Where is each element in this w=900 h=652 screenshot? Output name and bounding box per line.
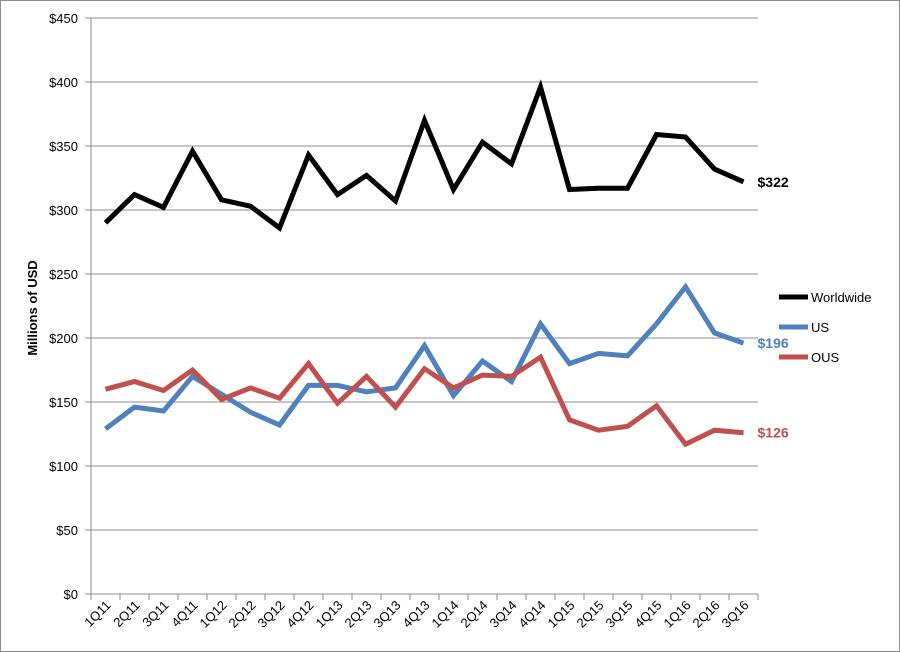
y-tick-label: $450: [49, 11, 78, 26]
y-axis-title: Millions of USD: [25, 260, 40, 355]
y-tick-label: $200: [49, 331, 78, 346]
x-tick-label: 2Q16: [690, 598, 723, 631]
gridlines: [91, 17, 758, 595]
x-tick-label: 2Q11: [110, 598, 142, 630]
x-tick-label: 2Q12: [226, 598, 259, 631]
x-tick-label: 4Q12: [284, 598, 317, 631]
x-tick-label: 4Q11: [168, 598, 200, 630]
x-tick-label: 1Q11: [81, 598, 113, 630]
legend-label-us: US: [811, 320, 829, 335]
x-tick-label: 2Q15: [574, 598, 607, 631]
axes: [85, 17, 759, 600]
y-tick-label: $300: [49, 203, 78, 218]
end-label-us: $196: [758, 335, 789, 351]
end-label-ous: $126: [758, 425, 789, 441]
y-tick-label: $400: [49, 75, 78, 90]
x-tick-label: 3Q11: [139, 598, 171, 630]
y-tick-label: $100: [49, 459, 78, 474]
legend-label-worldwide: Worldwide: [811, 290, 871, 305]
x-tick-label: 3Q16: [719, 598, 752, 631]
y-tick-label: $0: [64, 587, 78, 602]
y-tick-label: $250: [49, 267, 78, 282]
legend-label-ous: OUS: [811, 350, 840, 365]
x-tick-label: 2Q13: [342, 598, 375, 631]
legend: Worldwide US OUS: [779, 290, 871, 365]
end-label-worldwide: $322: [758, 174, 789, 190]
x-tick-label: 1Q12: [197, 598, 230, 631]
x-tick-label: 1Q16: [661, 598, 694, 631]
y-axis-tick-labels: $0 $50 $100 $150 $200 $250 $300 $350 $400 $450: [49, 11, 78, 602]
series-line-worldwide: [103, 79, 745, 232]
x-tick-label: 1Q15: [545, 598, 578, 631]
x-tick-label: 4Q14: [516, 598, 549, 631]
y-tick-label: $350: [49, 139, 78, 154]
series-line-ous: [104, 353, 744, 448]
y-tick-label: $150: [49, 395, 78, 410]
x-tick-label: 3Q15: [603, 598, 636, 631]
x-tick-label: 2Q14: [458, 598, 491, 631]
x-tick-label: 4Q13: [400, 598, 433, 631]
x-axis-tick-labels: 1Q112Q113Q114Q111Q122Q123Q124Q121Q132Q13…: [81, 598, 751, 631]
y-tick-label: $50: [56, 523, 78, 538]
x-tick-label: 4Q15: [632, 598, 665, 631]
series-line-us: [103, 282, 745, 431]
x-tick-label: 3Q14: [487, 598, 520, 631]
x-tick-label: 1Q13: [313, 598, 346, 631]
x-tick-label: 1Q14: [429, 598, 462, 631]
x-tick-label: 3Q12: [255, 598, 288, 631]
x-tick-label: 3Q13: [371, 598, 404, 631]
end-labels: $322 $196 $126: [758, 174, 789, 441]
series-lines: [103, 79, 745, 448]
